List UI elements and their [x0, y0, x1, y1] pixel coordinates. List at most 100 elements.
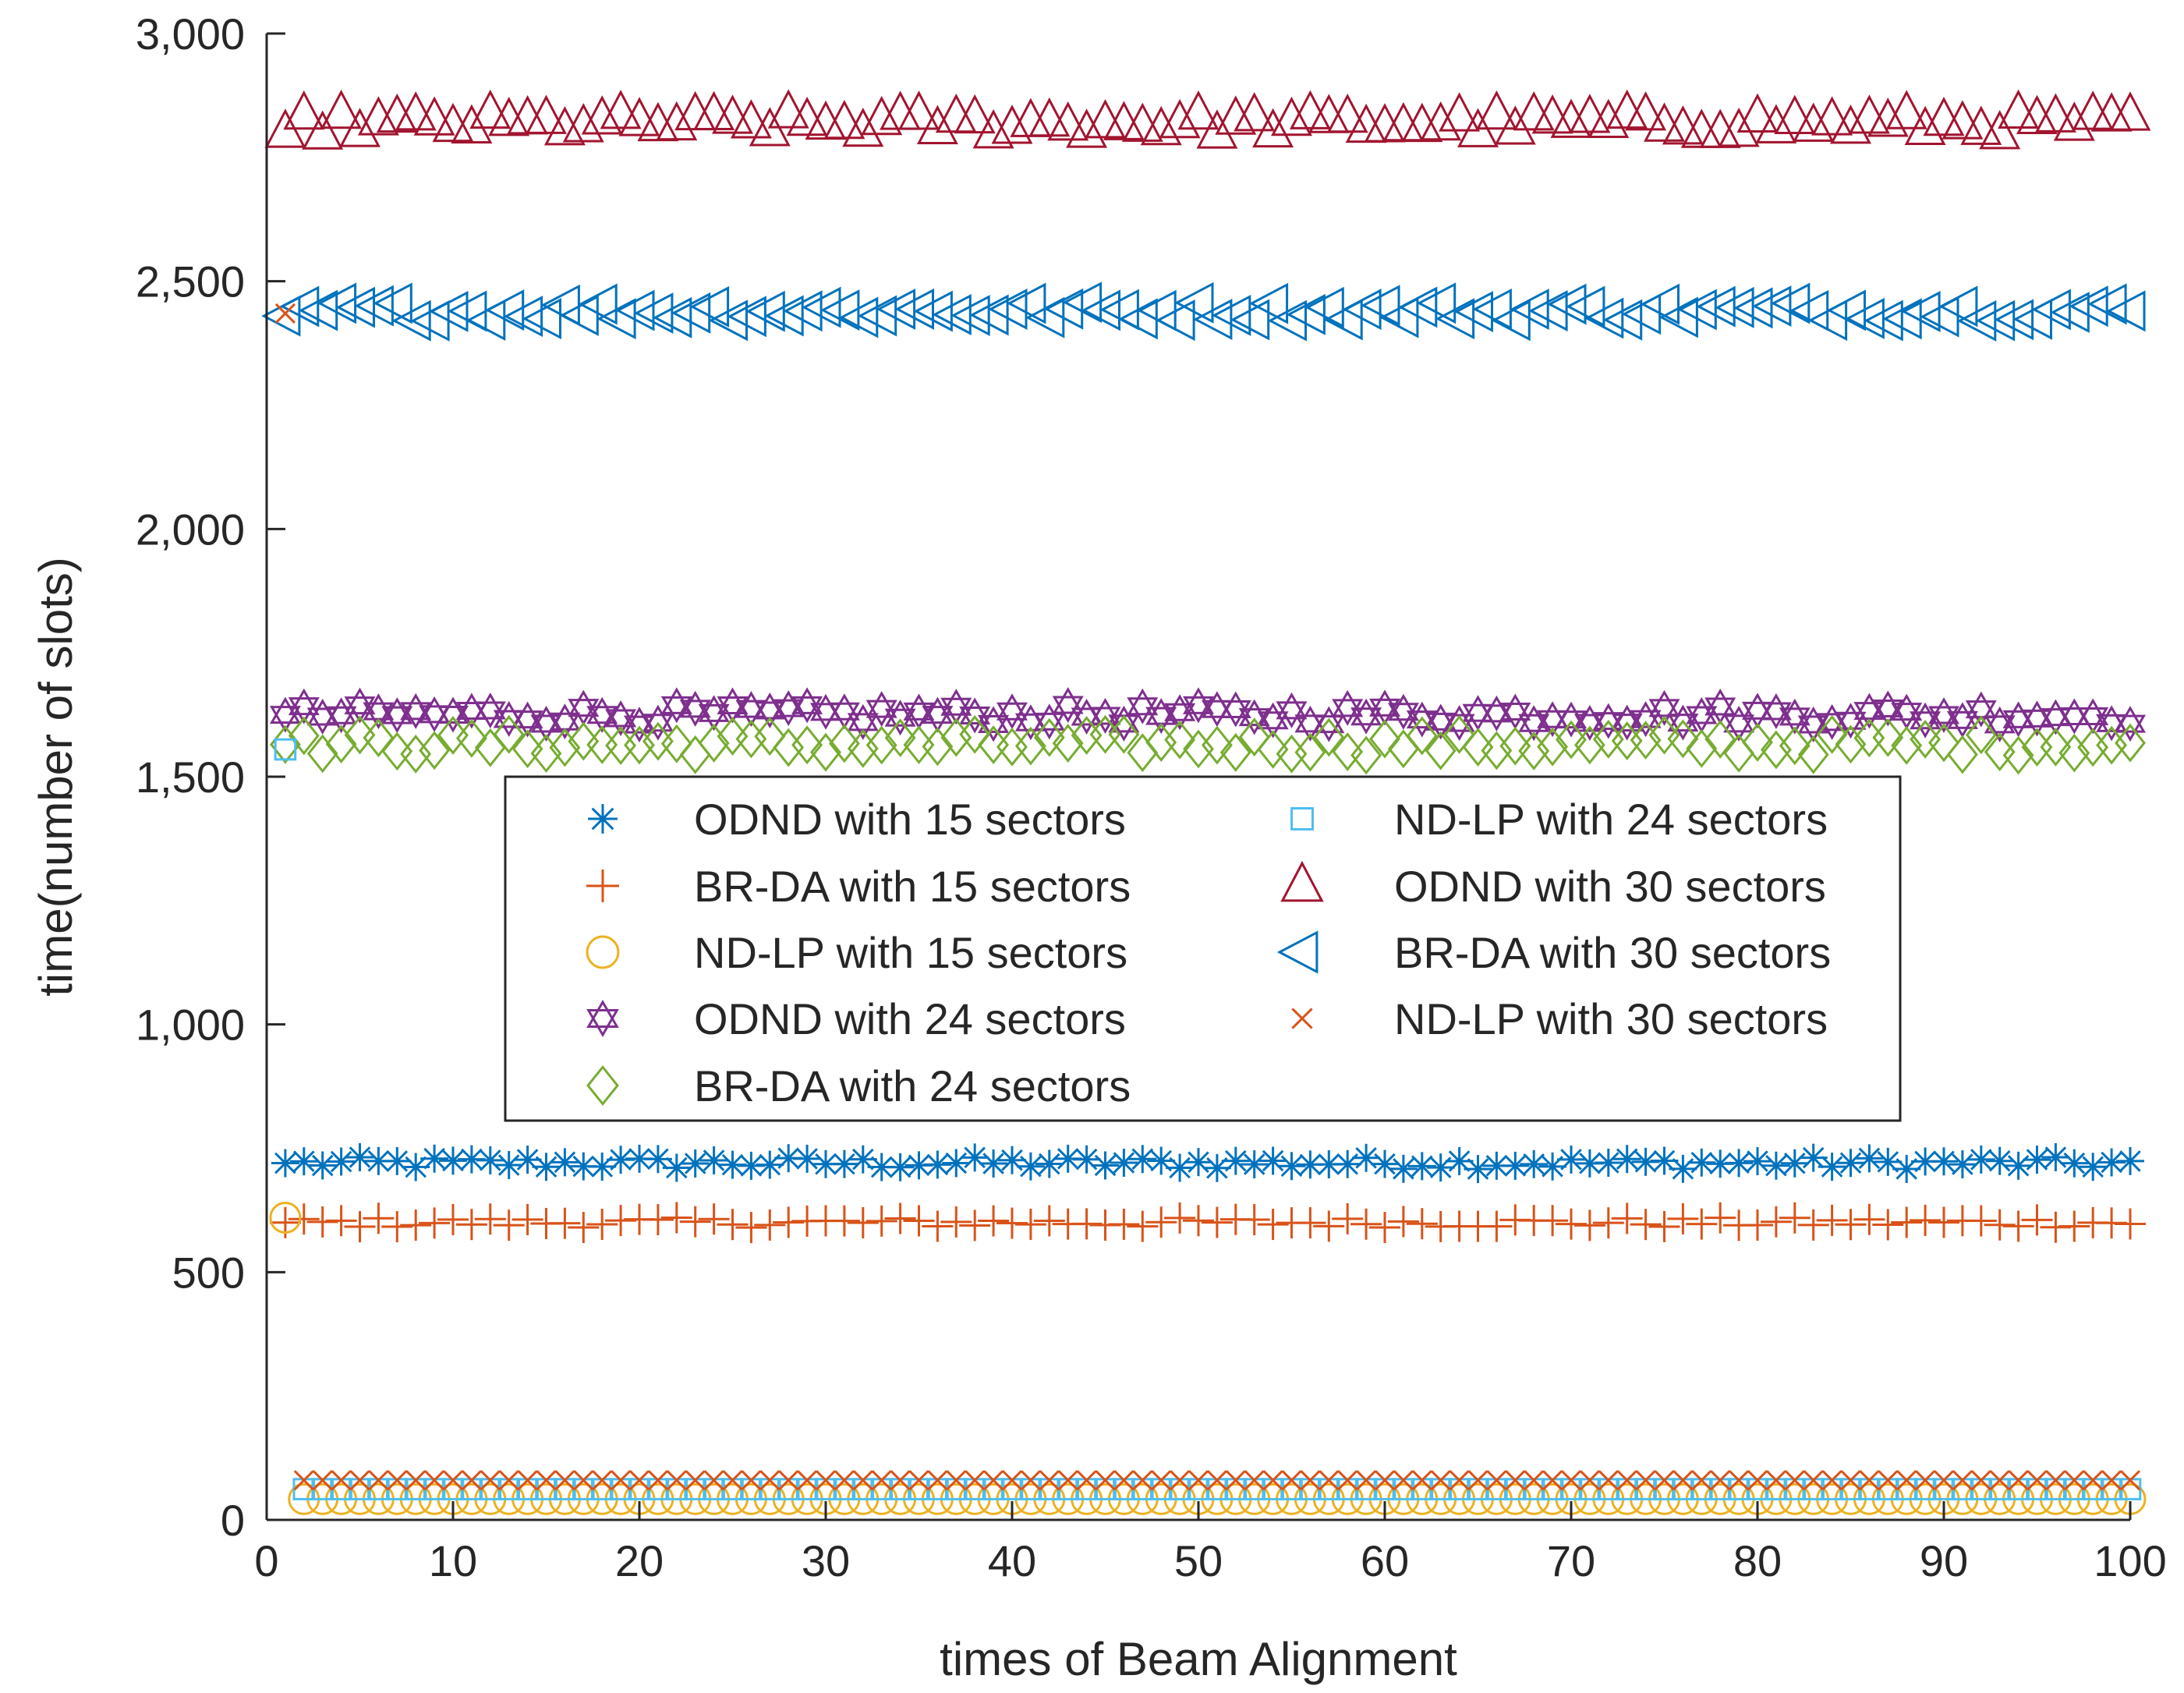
data-point	[722, 1470, 743, 1491]
data-point	[457, 1145, 486, 1174]
data-point	[802, 286, 841, 328]
data-point	[484, 289, 525, 331]
data-point	[876, 288, 916, 330]
data-point	[1569, 94, 1611, 133]
data-point	[1486, 1470, 1507, 1491]
data-point	[442, 1470, 464, 1491]
data-point	[1930, 1147, 1958, 1176]
data-point	[317, 282, 357, 324]
data-point	[959, 1210, 991, 1241]
data-point	[666, 1470, 687, 1491]
data-point	[884, 1202, 916, 1234]
data-point	[1654, 1470, 1675, 1491]
data-point	[1752, 285, 1792, 328]
data-point	[1784, 1470, 1805, 1491]
y-tick-label: 3,000	[136, 9, 245, 58]
data-point	[420, 1144, 449, 1173]
data-point	[1723, 705, 1755, 742]
data-point	[1910, 1204, 1942, 1236]
data-point	[1867, 97, 1909, 137]
data-point	[624, 725, 655, 765]
data-point	[923, 1150, 952, 1179]
data-point	[1556, 720, 1587, 760]
data-point	[1579, 1470, 1600, 1491]
data-point	[842, 107, 884, 147]
data-point	[828, 1205, 860, 1237]
data-point	[1985, 1146, 2014, 1175]
data-point	[1240, 1150, 1269, 1179]
data-point	[1923, 96, 1965, 136]
data-point	[1625, 91, 1667, 131]
data-point	[652, 296, 692, 338]
data-point	[1853, 1203, 1885, 1235]
data-point	[1177, 90, 1219, 130]
data-point	[1127, 1210, 1159, 1242]
y-axis-label: time(number of slots)	[30, 557, 82, 997]
data-point	[419, 1207, 451, 1239]
data-point	[1891, 1206, 1923, 1238]
data-point	[1640, 283, 1680, 325]
data-point	[511, 1203, 543, 1235]
data-point	[1885, 90, 1927, 129]
data-point	[1091, 1151, 1120, 1180]
data-point	[983, 1470, 1004, 1491]
legend-label: ND-LP with 15 sectors	[694, 928, 1127, 977]
data-point	[2060, 1149, 2089, 1178]
data-point	[922, 1210, 954, 1242]
series-layer	[261, 89, 2151, 1515]
data-point	[730, 99, 772, 139]
x-tick-label: 30	[802, 1536, 850, 1585]
data-point	[400, 1210, 432, 1241]
data-point	[395, 91, 437, 131]
data-point	[903, 1205, 935, 1237]
data-point	[2002, 1210, 2034, 1242]
data-point	[1379, 296, 1419, 338]
data-point	[1718, 108, 1760, 147]
data-point	[1001, 1470, 1023, 1491]
data-point	[1780, 1149, 1809, 1178]
data-point	[339, 108, 381, 147]
data-point	[1874, 1147, 1903, 1176]
data-point	[429, 290, 469, 332]
data-point	[298, 289, 338, 331]
data-point	[764, 295, 804, 337]
data-point	[1592, 1207, 1624, 1239]
data-point	[754, 1209, 786, 1241]
data-point	[1108, 714, 1140, 754]
data-point	[405, 1470, 427, 1491]
data-point	[1174, 282, 1214, 324]
data-point	[1611, 1202, 1643, 1234]
data-point	[1244, 1470, 1265, 1491]
data-point	[820, 289, 860, 331]
data-point	[1803, 1470, 1824, 1491]
data-point	[1946, 735, 1978, 774]
data-point	[1686, 1208, 1718, 1240]
data-point	[1704, 1202, 1736, 1234]
data-point	[1878, 1470, 1899, 1491]
data-point	[741, 1470, 762, 1491]
data-point	[302, 110, 344, 150]
data-point	[1430, 1470, 1451, 1491]
data-point	[1760, 693, 1792, 730]
data-point	[1696, 285, 1736, 328]
data-point	[1201, 1206, 1233, 1238]
data-point	[1332, 732, 1364, 771]
data-point	[1258, 1146, 1287, 1175]
data-point	[1449, 1470, 1470, 1491]
data-point	[331, 1470, 352, 1491]
data-point	[2058, 1210, 2090, 1242]
data-point	[345, 1142, 374, 1171]
data-point	[494, 1151, 523, 1180]
data-point	[991, 104, 1033, 144]
data-point	[1797, 735, 1829, 774]
data-point	[437, 1203, 469, 1235]
data-point	[834, 1470, 855, 1491]
data-point	[689, 285, 730, 328]
data-point	[1550, 98, 1592, 138]
series-8	[261, 282, 2146, 342]
data-point	[1840, 1470, 1861, 1491]
series-7	[264, 89, 2151, 150]
data-point	[1333, 1149, 1362, 1178]
data-point	[1393, 1470, 1414, 1491]
x-tick-label: 10	[429, 1536, 477, 1585]
